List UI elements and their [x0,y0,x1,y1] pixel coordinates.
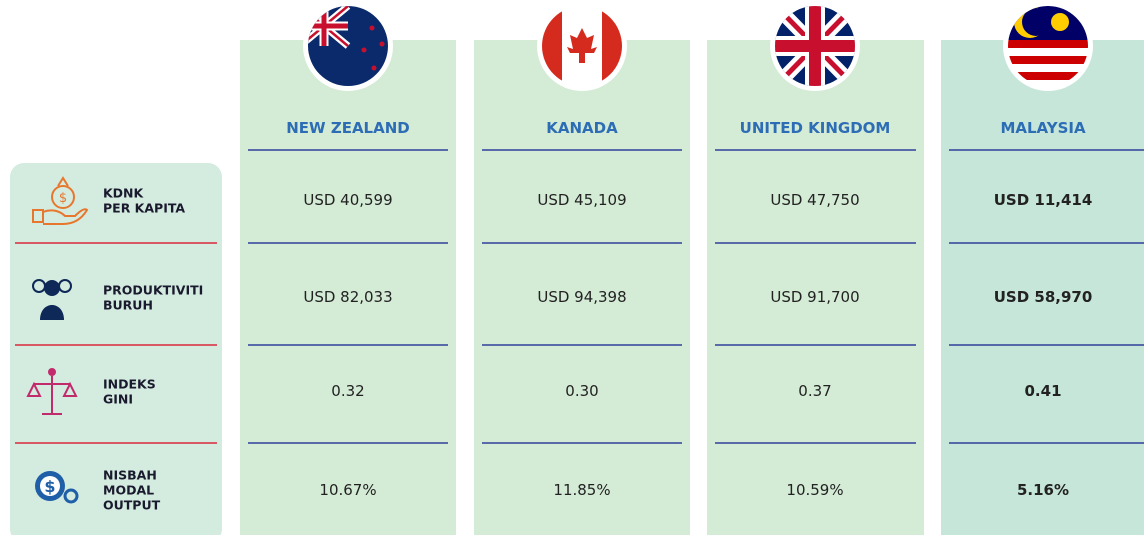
icon-money: $ [32,176,89,225]
cell-value: 0.32 [331,382,365,400]
svg-text:$: $ [59,191,67,206]
cell-value: USD 11,414 [993,191,1093,209]
column-header: KANADA [546,119,618,137]
cell-value: 10.67% [319,481,377,499]
row-label: INDEKS [103,376,156,391]
cell-value: USD 40,599 [303,191,393,209]
label-panel [10,163,222,535]
row-label: BURUH [103,297,153,312]
row-label: KDNK [103,185,144,200]
cell-value: USD 82,033 [303,288,393,306]
cell-value: 0.37 [798,382,832,400]
flag-nz [303,1,393,91]
row-label: NISBAH [103,467,157,483]
column-bg [240,40,456,535]
cell-value: USD 94,398 [537,288,627,306]
cell-value: USD 47,750 [770,191,860,209]
row-label: PER KAPITA [103,200,186,215]
cell-value: 0.41 [1024,382,1062,400]
cell-value: 0.30 [565,382,599,400]
row-label: GINI [103,391,134,406]
cell-value: USD 45,109 [537,191,627,209]
icon-gear: $ [35,471,79,504]
column-header: MALAYSIA [1000,119,1086,137]
column-header: NEW ZEALAND [286,119,410,137]
cell-value: USD 91,700 [770,288,860,306]
column-bg [707,40,924,535]
cell-value: 5.16% [1016,481,1070,499]
row-dividers [15,242,217,444]
column-header: UNITED KINGDOM [739,119,891,137]
row-label: MODAL [103,482,155,498]
svg-text:$: $ [44,477,55,496]
icon-scale [26,368,78,415]
cell-value: 11.85% [553,481,611,499]
flag-malaysia [1003,1,1093,91]
icon-workers [32,279,72,320]
column-bg [941,40,1144,535]
cell-value: 10.59% [786,481,844,499]
flag-canada [537,1,627,91]
column-dividers [248,149,1144,444]
row-label: OUTPUT [103,497,161,513]
column-bg [474,40,690,535]
row-label: PRODUKTIVITI [103,282,204,297]
cell-value: USD 58,970 [993,288,1093,306]
